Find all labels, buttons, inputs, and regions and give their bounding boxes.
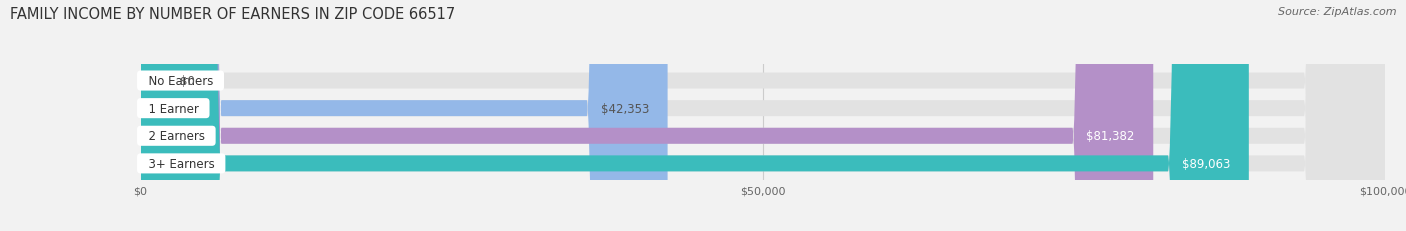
Text: 3+ Earners: 3+ Earners	[141, 157, 222, 170]
FancyBboxPatch shape	[141, 0, 1385, 231]
FancyBboxPatch shape	[141, 0, 1385, 231]
Text: $89,063: $89,063	[1182, 157, 1230, 170]
Text: No Earners: No Earners	[141, 75, 221, 88]
Text: Source: ZipAtlas.com: Source: ZipAtlas.com	[1278, 7, 1396, 17]
FancyBboxPatch shape	[141, 0, 668, 231]
Text: FAMILY INCOME BY NUMBER OF EARNERS IN ZIP CODE 66517: FAMILY INCOME BY NUMBER OF EARNERS IN ZI…	[10, 7, 456, 22]
FancyBboxPatch shape	[141, 0, 1385, 231]
Text: $81,382: $81,382	[1087, 130, 1135, 143]
FancyBboxPatch shape	[141, 0, 1153, 231]
FancyBboxPatch shape	[141, 0, 1385, 231]
Text: $42,353: $42,353	[600, 102, 650, 115]
Text: 2 Earners: 2 Earners	[141, 130, 212, 143]
Text: 1 Earner: 1 Earner	[141, 102, 205, 115]
FancyBboxPatch shape	[141, 0, 1249, 231]
Text: $0: $0	[180, 75, 195, 88]
